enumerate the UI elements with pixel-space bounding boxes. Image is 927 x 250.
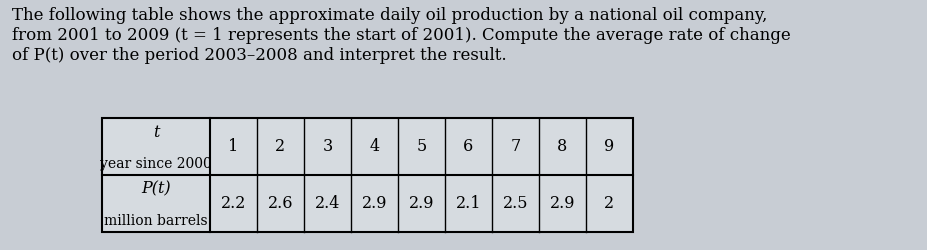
Text: 8: 8 xyxy=(557,138,567,155)
Text: year since 2000: year since 2000 xyxy=(100,157,211,171)
Text: 2.9: 2.9 xyxy=(362,195,387,212)
Text: 6: 6 xyxy=(463,138,473,155)
Text: P(t): P(t) xyxy=(141,180,171,197)
Text: 2.6: 2.6 xyxy=(268,195,293,212)
Text: of P(t) over the period 2003–2008 and interpret the result.: of P(t) over the period 2003–2008 and in… xyxy=(12,47,506,64)
Text: 2: 2 xyxy=(275,138,286,155)
Text: 2.2: 2.2 xyxy=(221,195,246,212)
Bar xyxy=(102,118,632,232)
Text: 2.9: 2.9 xyxy=(549,195,575,212)
Text: from 2001 to 2009 (t = 1 represents the start of 2001). Compute the average rate: from 2001 to 2009 (t = 1 represents the … xyxy=(12,27,790,44)
Text: 9: 9 xyxy=(603,138,614,155)
Text: 2.9: 2.9 xyxy=(408,195,434,212)
Text: 2.5: 2.5 xyxy=(502,195,527,212)
Text: 2.4: 2.4 xyxy=(314,195,340,212)
Text: 1: 1 xyxy=(228,138,238,155)
Text: 5: 5 xyxy=(416,138,426,155)
Text: 2: 2 xyxy=(603,195,614,212)
Text: 4: 4 xyxy=(369,138,379,155)
Text: million barrels: million barrels xyxy=(104,214,208,228)
Text: 3: 3 xyxy=(322,138,332,155)
Text: 2.1: 2.1 xyxy=(455,195,481,212)
Text: The following table shows the approximate daily oil production by a national oil: The following table shows the approximat… xyxy=(12,7,767,24)
Text: t: t xyxy=(153,124,159,141)
Bar xyxy=(102,118,632,232)
Text: 7: 7 xyxy=(510,138,520,155)
